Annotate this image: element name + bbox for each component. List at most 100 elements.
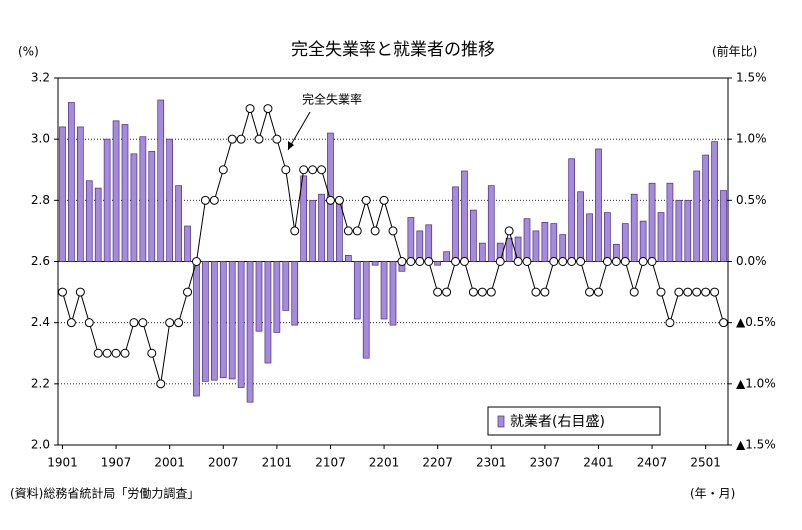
bar [344, 255, 352, 262]
point [504, 226, 514, 236]
y-tick-label: 3.2 [31, 71, 50, 85]
bar [309, 199, 316, 262]
bar [210, 261, 218, 381]
plot-frame [57, 77, 729, 446]
point [567, 257, 577, 266]
point [183, 287, 193, 297]
bar [541, 222, 549, 262]
point [299, 165, 309, 175]
bar [666, 182, 674, 262]
point [468, 287, 478, 297]
bar [282, 261, 290, 311]
bar [630, 193, 638, 262]
point [120, 348, 130, 358]
bar [487, 185, 495, 262]
x-tick-label: 1907 [101, 456, 132, 470]
bar [461, 170, 468, 262]
bar [362, 261, 370, 359]
bar [684, 199, 692, 262]
point [165, 318, 175, 328]
point [692, 287, 702, 297]
bar [443, 251, 450, 262]
point [513, 257, 523, 266]
point [406, 257, 416, 266]
y2-tick-label: 0.0% [736, 254, 767, 268]
point [683, 287, 693, 297]
bar [693, 170, 701, 262]
bar [452, 186, 459, 262]
y-tick-label: 2.4 [31, 315, 50, 329]
bar [85, 180, 93, 262]
point [111, 348, 121, 358]
point [334, 195, 344, 205]
point [459, 257, 469, 266]
x-tick-label: 2107 [315, 456, 346, 470]
point [191, 257, 201, 266]
y-tick-label: 2.8 [31, 193, 50, 207]
point [397, 257, 407, 266]
point [254, 134, 264, 144]
point [281, 165, 291, 175]
point [674, 287, 684, 297]
point [209, 195, 219, 205]
point [218, 165, 228, 175]
bar [675, 199, 683, 262]
x-tick-label: 1901 [47, 456, 78, 470]
bar [291, 261, 299, 326]
bar [273, 261, 281, 333]
bar [237, 261, 245, 388]
point [325, 195, 335, 205]
bar [76, 126, 84, 262]
y-tick-label: 2.6 [31, 254, 50, 268]
y2-tick-label: 1.0% [736, 132, 767, 146]
point [620, 257, 630, 266]
point [576, 257, 586, 266]
arrow-head [288, 141, 294, 150]
bar [318, 193, 325, 262]
bar [532, 230, 540, 262]
bar [639, 220, 647, 262]
legend-box [487, 406, 661, 436]
point [531, 287, 541, 297]
point [290, 226, 300, 236]
point [361, 195, 371, 205]
bar [139, 136, 147, 262]
bar [255, 261, 263, 332]
bar [389, 261, 397, 326]
bar [59, 126, 66, 262]
bar [621, 223, 629, 262]
bar [228, 261, 236, 380]
x-tick-label: 2401 [583, 456, 614, 470]
x-tick-label: 2407 [637, 456, 668, 470]
point [84, 318, 94, 328]
x-tick-label: 2001 [154, 456, 185, 470]
bar [219, 261, 227, 379]
point [558, 257, 568, 266]
x-axis-label: (年・月) [690, 487, 735, 501]
point [174, 318, 184, 328]
y2-axis-label: (前年比) [712, 44, 757, 59]
bar [604, 212, 611, 262]
bar [425, 224, 433, 262]
point [585, 287, 595, 297]
y2-tick-label: ▲1.5% [736, 438, 776, 452]
point [665, 318, 675, 328]
annotation: 完全失業率 [302, 92, 362, 107]
x-tick-label: 2207 [422, 456, 453, 470]
point [701, 287, 711, 297]
point [522, 257, 532, 266]
point [602, 257, 612, 266]
point [93, 348, 103, 358]
bar [121, 124, 129, 262]
y2-tick-label: ▲0.5% [736, 315, 776, 329]
point [102, 348, 112, 358]
bar [595, 148, 602, 262]
point [611, 257, 621, 266]
x-tick-label: 2007 [208, 456, 239, 470]
point [370, 226, 380, 236]
point [138, 318, 148, 328]
bar [407, 217, 415, 262]
point [245, 104, 255, 114]
point [343, 226, 353, 236]
point [540, 287, 550, 297]
